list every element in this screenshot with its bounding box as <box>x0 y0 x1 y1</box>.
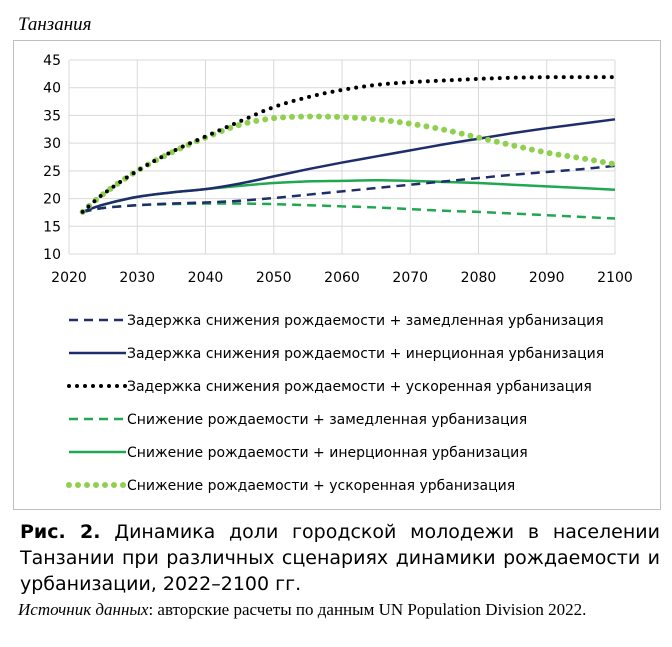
y-tick-label: 20 <box>43 192 61 208</box>
series-line-6 <box>79 113 618 215</box>
y-tick-label: 15 <box>43 219 61 235</box>
y-tick-label: 25 <box>43 164 61 180</box>
x-tick-label: 2040 <box>188 270 224 286</box>
series-line-1 <box>82 164 616 214</box>
x-tick-label: 2090 <box>529 270 565 286</box>
series-line-3 <box>80 75 617 214</box>
legend-label-4: Снижение рождаемости + замедленная урбан… <box>127 412 527 428</box>
source-note: Источник данных: авторские расчеты по да… <box>18 598 660 621</box>
caption-text: Динамика доли городской молодежи в насел… <box>20 521 660 595</box>
y-tick-label: 10 <box>43 247 61 263</box>
x-tick-label: 2100 <box>597 270 633 286</box>
source-label: Источник данных <box>18 600 149 619</box>
chart-area: 10 15 20 25 30 35 40 45 2020 2030 2040 2050 2060 2070… <box>13 40 661 510</box>
legend-label-5: Снижение рождаемости + инерционная урбан… <box>127 445 528 461</box>
x-tick-label: 2030 <box>119 270 155 286</box>
x-tick-label: 2050 <box>256 270 292 286</box>
legend-label-2: Задержка снижения рождаемости + инерцион… <box>127 346 604 362</box>
chart-title: Танзания <box>18 14 92 35</box>
caption-label: Рис. 2. <box>20 521 101 543</box>
line-chart: 10 15 20 25 30 35 40 45 2020 2030 2040 2050 2060 2070… <box>43 53 633 494</box>
source-text: : авторские расчеты по данным UN Populat… <box>148 600 587 619</box>
legend-label-1: Задержка снижения рождаемости + замедлен… <box>127 313 604 329</box>
x-tick-label: 2020 <box>51 270 87 286</box>
y-tick-label: 35 <box>43 108 61 124</box>
y-tick-label: 45 <box>43 53 61 69</box>
series-line-2 <box>82 118 616 214</box>
x-tick-label: 2080 <box>461 270 497 286</box>
legend-label-6: Снижение рождаемости + ускоренная урбани… <box>127 478 515 494</box>
series-line-5 <box>82 179 616 214</box>
x-tick-label: 2060 <box>324 270 360 286</box>
figure-caption: Рис. 2. Динамика доли городской молодежи… <box>20 519 660 597</box>
x-tick-label: 2070 <box>392 270 428 286</box>
legend-label-3: Задержка снижения рождаемости + ускоренн… <box>127 379 592 395</box>
y-tick-label: 30 <box>43 136 61 152</box>
y-tick-label: 40 <box>43 81 61 97</box>
series-line-4 <box>82 202 616 220</box>
